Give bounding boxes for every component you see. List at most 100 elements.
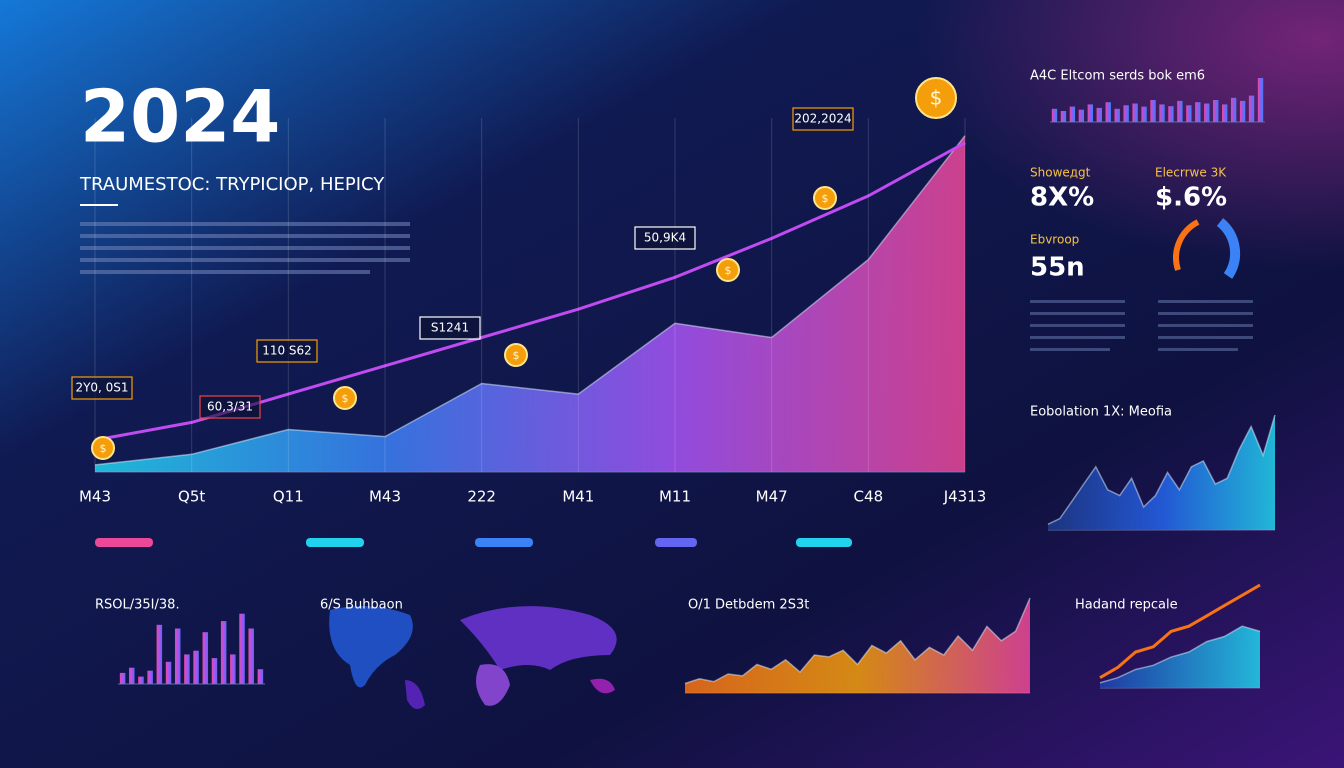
- bar: [257, 669, 264, 684]
- kpi-label: Elecrrwe 3K: [1155, 166, 1227, 180]
- kpi-label: Ebvroop: [1030, 233, 1079, 247]
- bar: [1114, 108, 1120, 122]
- bar: [202, 632, 209, 684]
- bar: [174, 628, 181, 684]
- kpi-value: 55n: [1030, 253, 1085, 283]
- bar: [1177, 100, 1183, 122]
- kpi-value: $.6%: [1155, 183, 1227, 213]
- area: [685, 598, 1030, 693]
- area-edge: [684, 597, 1031, 685]
- chart-title: RSOL/35I/38.: [95, 598, 180, 613]
- coin: [813, 186, 837, 210]
- bar: [1150, 100, 1156, 122]
- area: [1100, 626, 1260, 688]
- world-map: [329, 606, 617, 709]
- kpi-donut: [1173, 218, 1241, 279]
- x-tick-label: 222: [467, 488, 496, 506]
- bar: [1230, 97, 1237, 122]
- bar: [1105, 102, 1111, 122]
- bar: [1051, 108, 1058, 122]
- coin: [504, 343, 528, 367]
- bar: [1257, 78, 1264, 122]
- coin-symbol: $: [930, 86, 943, 110]
- placeholder-text: [80, 222, 410, 274]
- bar: [1132, 103, 1138, 122]
- coin-symbol: $: [513, 349, 520, 362]
- callout-label: 2Y0, 0S1: [75, 381, 128, 395]
- bar: [156, 624, 163, 684]
- bar: [1248, 95, 1255, 122]
- callout-box: [792, 107, 854, 131]
- bar: [129, 667, 135, 684]
- bar: [1168, 106, 1174, 122]
- coin-symbol: $: [342, 392, 349, 405]
- bar: [184, 654, 190, 684]
- callout-box: [256, 339, 318, 363]
- callout-box: [199, 395, 261, 419]
- bar: [211, 658, 218, 684]
- x-tick-label: M11: [659, 488, 691, 506]
- area-edge: [1047, 414, 1276, 525]
- x-tick-label: Q5t: [178, 488, 205, 506]
- coin: [915, 77, 957, 119]
- bar: [147, 670, 153, 684]
- bar: [1060, 111, 1067, 122]
- chart-title: Eobolation 1X: Meofia: [1030, 405, 1172, 420]
- area-edge: [1099, 625, 1261, 684]
- bar: [1204, 103, 1210, 122]
- area-edge: [94, 135, 966, 466]
- coin: [333, 386, 357, 410]
- bar: [220, 621, 227, 684]
- callout-box: [634, 226, 696, 250]
- callout-label: 50,9K4: [644, 231, 686, 245]
- x-tick-label: M43: [369, 488, 401, 506]
- bar: [1141, 106, 1147, 122]
- area: [95, 135, 965, 472]
- chart-title: A4C Eltcom serds bok em6: [1030, 69, 1205, 84]
- x-tick-label: C48: [854, 488, 884, 506]
- bar: [165, 661, 172, 684]
- bar: [119, 672, 126, 684]
- bar: [1222, 104, 1228, 122]
- heading: 2024: [80, 75, 280, 159]
- bar: [1096, 107, 1102, 122]
- line: [1099, 583, 1261, 679]
- bar: [1069, 106, 1076, 122]
- kpi-value: 8X%: [1030, 183, 1094, 213]
- coin-symbol: $: [725, 264, 732, 277]
- callout-label: 110 S62: [262, 344, 312, 358]
- bar: [1087, 104, 1093, 122]
- bar: [1123, 105, 1129, 122]
- callout-box: [71, 376, 133, 400]
- bar: [1239, 100, 1246, 122]
- chart-title: Hadand repcale: [1075, 598, 1178, 613]
- bar: [239, 613, 245, 684]
- x-tick-label: J4313: [943, 488, 987, 506]
- chart-title: O/1 Detbdem 2S3t: [688, 598, 809, 613]
- x-tick-label: M41: [562, 488, 594, 506]
- callout-label: 60,3/31: [207, 400, 253, 414]
- callout-label: 202,2024: [794, 112, 851, 126]
- map-title: 6/S Buhbaon: [320, 598, 403, 613]
- area: [1048, 415, 1275, 530]
- bar: [1078, 109, 1085, 122]
- bar: [1213, 100, 1219, 122]
- subheading: TRAUMESTOC: TRYPICIOP, HEPICY: [79, 174, 385, 195]
- bar: [1186, 105, 1192, 122]
- coin: [91, 436, 115, 460]
- bar: [248, 628, 254, 684]
- kpi-label: Showeдgt: [1030, 166, 1091, 180]
- bar: [1195, 102, 1201, 122]
- x-tick-label: Q11: [273, 488, 304, 506]
- x-tick-label: M47: [756, 488, 788, 506]
- callout-box: [419, 316, 481, 340]
- placeholder-text: [1030, 300, 1253, 351]
- coin-symbol: $: [100, 442, 107, 455]
- bar: [193, 650, 199, 684]
- bar: [1159, 104, 1165, 122]
- bar: [138, 676, 144, 684]
- callout-label: S1241: [431, 321, 469, 335]
- coin-symbol: $: [822, 192, 829, 205]
- legend-pills: [95, 538, 852, 547]
